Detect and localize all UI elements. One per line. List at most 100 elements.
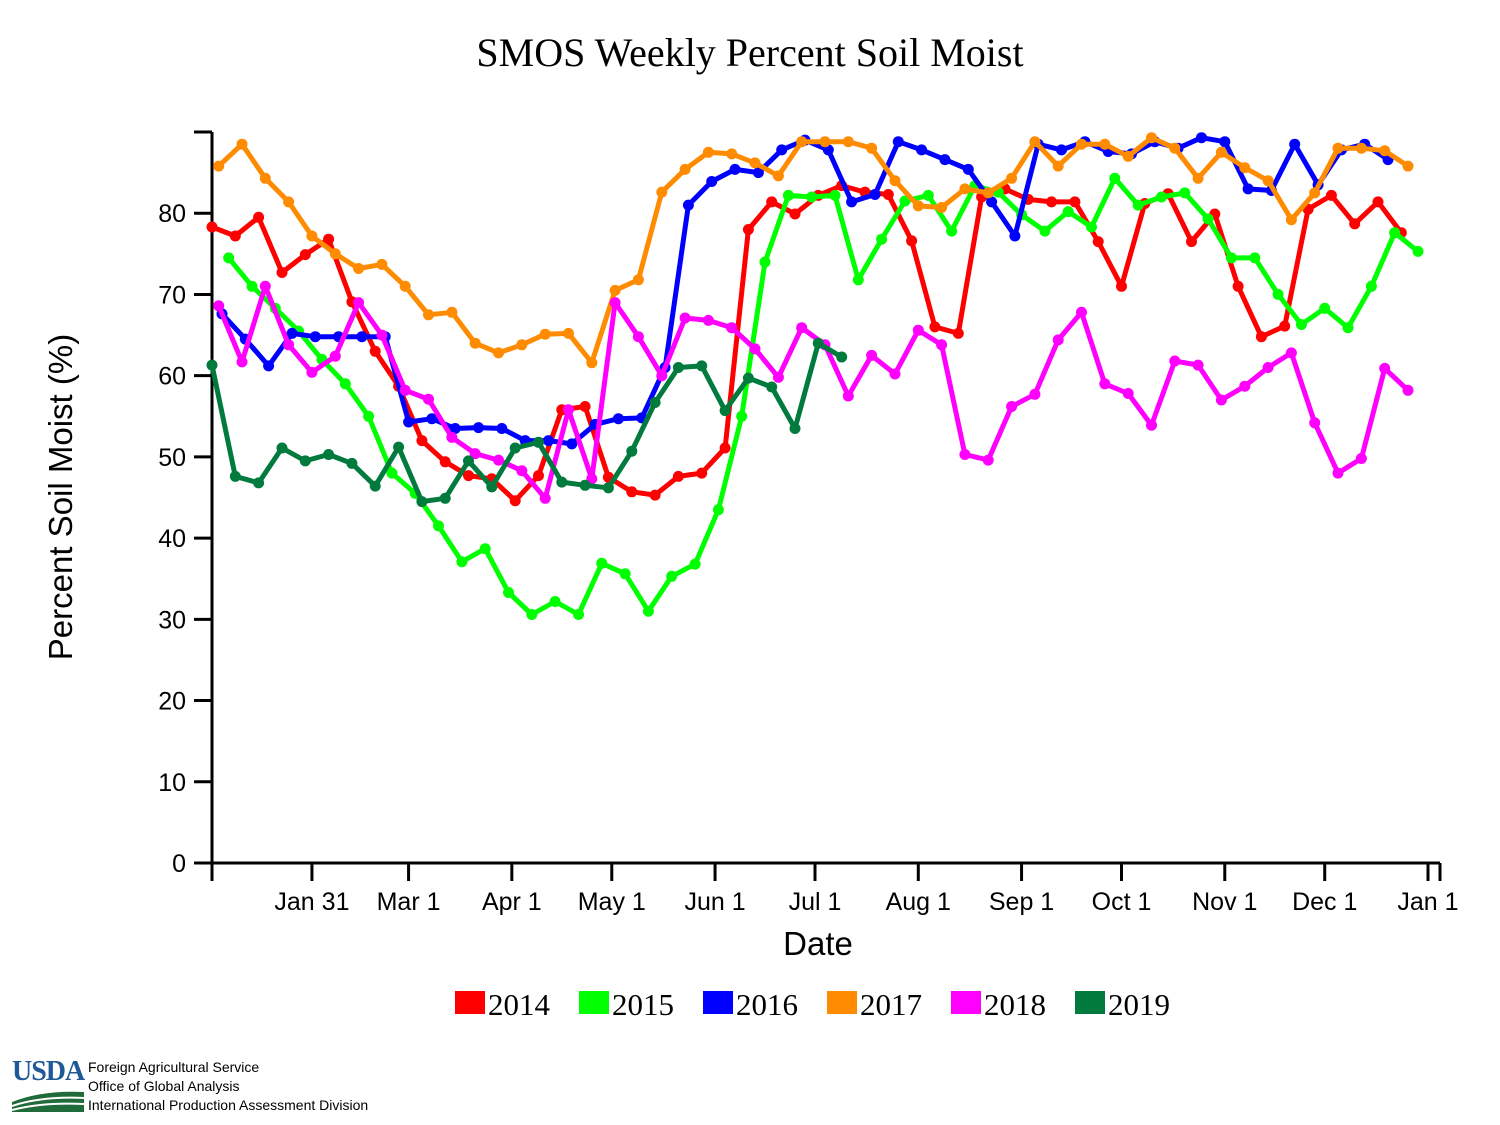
data-point [556,476,568,488]
usda-field-icon [12,1091,84,1112]
data-point [516,339,528,351]
y-tick-label: 50 [158,444,186,472]
data-point [1309,187,1321,199]
series-2019 [206,337,848,508]
data-point [829,189,841,201]
data-point [772,170,784,182]
data-point [852,274,864,286]
data-point [889,175,901,187]
data-point [259,280,271,292]
data-point [206,221,218,233]
x-tick-label: Nov 1 [1192,888,1257,916]
data-point [916,144,928,156]
data-point [729,163,741,175]
data-point [1342,322,1354,334]
data-point [1056,144,1067,156]
data-point [223,252,235,264]
data-point [782,189,794,201]
data-point [1062,206,1074,218]
data-point [1009,230,1021,242]
data-point [1285,214,1297,226]
data-point [609,284,621,296]
data-point [329,248,341,260]
data-point [649,397,661,408]
data-point [339,378,351,390]
legend-label: 2016 [736,987,798,1022]
data-point [1285,347,1297,359]
data-point [986,196,998,208]
data-point [539,328,551,340]
data-point [533,470,544,482]
data-point [416,435,428,447]
y-axis-label: Percent Soil Moist (%) [42,334,79,660]
data-point [672,362,684,373]
data-point [399,384,411,396]
data-point [602,482,614,494]
data-point [912,324,924,336]
data-point [656,370,668,382]
data-point [719,405,731,417]
usda-logo-text: USDA [12,1056,85,1087]
data-point [679,312,691,324]
data-point [906,235,918,247]
data-point [619,568,631,580]
data-point [276,267,288,278]
data-point [253,211,265,223]
data-point [1092,236,1104,248]
data-point [1332,467,1344,479]
data-point [1325,189,1337,201]
data-point [1389,227,1401,239]
y-tick-label: 80 [158,200,186,228]
legend-swatch [1075,991,1105,1014]
data-point [702,314,714,326]
data-point [306,230,318,242]
data-point [1192,359,1204,371]
data-point [952,327,964,339]
data-point [1239,380,1251,392]
data-point [609,297,621,309]
data-point [229,230,241,242]
footer-line-office: Office of Global Analysis [88,1078,240,1094]
data-point [1029,388,1041,400]
data-point [563,327,574,339]
series-line-2015 [226,175,1421,617]
data-point [959,449,971,460]
data-point [1046,196,1057,208]
data-point [626,486,638,498]
data-point [1076,306,1087,318]
data-point [1319,302,1331,314]
series-2014 [206,180,1407,507]
data-point [306,366,318,378]
data-point [363,410,375,422]
footer-line-division: International Production Assessment Divi… [88,1097,369,1113]
data-point [1262,175,1274,187]
data-point [1052,334,1064,346]
data-point [386,467,398,479]
data-point [1255,331,1267,343]
data-point [632,331,644,343]
data-point [403,416,415,428]
data-point [283,339,295,351]
data-point [263,360,275,372]
footer-line-agency: Foreign Agricultural Service [88,1059,260,1075]
data-point [696,360,708,372]
data-point [236,138,248,150]
data-point [369,480,381,492]
data-point [456,556,468,568]
data-point [369,345,381,357]
data-point [1355,453,1367,464]
data-point [789,423,801,434]
x-tick-label: Jan 1 [1397,888,1458,916]
data-point [882,189,894,200]
data-point [299,455,311,467]
data-point [1196,132,1207,144]
data-point [766,196,778,208]
data-point [796,136,808,148]
y-tick-label: 30 [158,606,186,634]
data-point [1219,136,1231,148]
data-point [573,609,584,620]
data-point [656,186,668,198]
data-point [496,423,508,434]
data-point [1232,280,1244,292]
series-2018 [213,280,1414,504]
